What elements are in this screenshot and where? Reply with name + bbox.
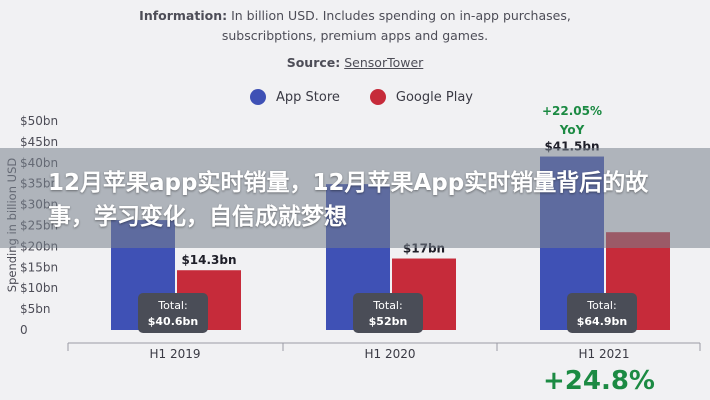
total-box <box>138 293 208 333</box>
value-label-google-play: $14.3bn <box>181 253 236 267</box>
x-tick-label: H1 2020 <box>364 347 415 361</box>
yoy-annotation-sub: YoY <box>559 123 585 137</box>
legend: App Store Google Play <box>250 89 503 105</box>
y-tick-label: $45bn <box>20 135 58 149</box>
headline-text: 12月苹果app实时销量，12月苹果App实时销量背后的故事，学习变化，自信成就… <box>48 170 649 230</box>
chart-info: Information: In billion USD. Includes sp… <box>0 6 710 46</box>
legend-swatch-app-store <box>250 89 266 105</box>
info-line2: subscribptions, premium apps and games. <box>221 28 489 43</box>
total-label: Total: <box>372 299 402 312</box>
total-box <box>353 293 423 333</box>
info-text: In billion USD. Includes spending on in-… <box>227 8 571 23</box>
y-tick-label: 0 <box>20 323 28 337</box>
legend-item-google-play: Google Play <box>369 89 473 105</box>
total-label: Total: <box>157 299 187 312</box>
y-tick-label: $50bn <box>20 114 58 128</box>
total-value: $52bn <box>369 315 408 328</box>
info-bold: Information: <box>139 8 228 23</box>
chart-source: Source: SensorTower <box>0 55 710 70</box>
source-link: SensorTower <box>344 55 424 70</box>
total-value: $64.9bn <box>577 315 628 328</box>
total-box <box>567 293 637 333</box>
legend-item-app-store: App Store <box>250 89 340 105</box>
total-value: $40.6bn <box>148 315 199 328</box>
source-label: Source: <box>286 55 341 70</box>
legend-label-app-store: App Store <box>276 89 340 105</box>
total-label: Total: <box>586 299 616 312</box>
yoy-annotation: +22.05% <box>542 104 602 118</box>
legend-label-google-play: Google Play <box>395 89 473 105</box>
legend-swatch-google-play <box>369 89 386 105</box>
x-tick-label: H1 2021 <box>578 347 629 361</box>
x-tick-label: H1 2019 <box>149 347 200 361</box>
y-tick-label: $5bn <box>20 302 51 316</box>
y-tick-label: $10bn <box>20 281 58 295</box>
headline-banner <box>0 148 710 248</box>
growth-label: +24.8% <box>543 366 655 396</box>
y-tick-label: $15bn <box>20 260 58 274</box>
